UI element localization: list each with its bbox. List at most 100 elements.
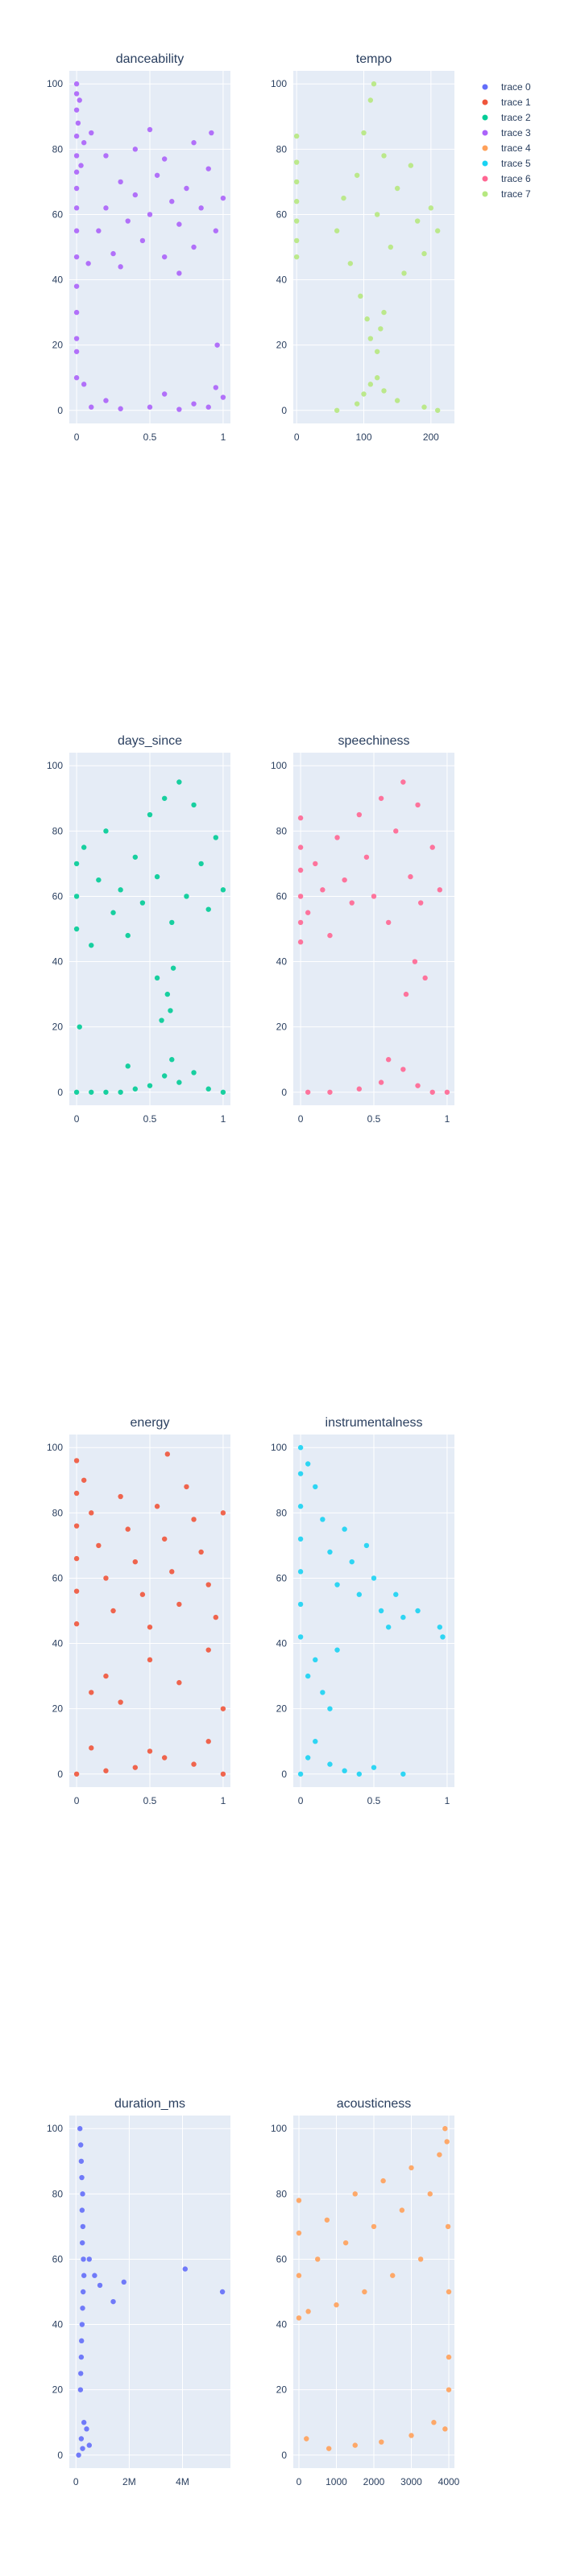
data-point: [293, 254, 300, 260]
data-point: [297, 844, 304, 850]
y-tick-label: 0: [57, 1087, 63, 1098]
data-point: [446, 2354, 452, 2360]
legend-label: trace 0: [501, 81, 531, 93]
subplot-title: danceability: [116, 52, 185, 66]
y-tick-label: 0: [281, 1087, 287, 1098]
data-point: [334, 407, 340, 413]
data-point: [73, 254, 80, 260]
data-point: [191, 1761, 197, 1767]
y-tick-label: 20: [52, 340, 64, 351]
data-point: [385, 1057, 392, 1063]
data-point: [385, 919, 392, 926]
x-tick-label: 0.5: [143, 1113, 157, 1125]
data-point: [305, 1673, 311, 1679]
data-point: [110, 910, 116, 915]
legend-item[interactable]: trace 1: [482, 97, 532, 108]
data-point: [89, 130, 94, 136]
legend-item[interactable]: trace 3: [482, 127, 532, 138]
data-point: [118, 1089, 123, 1095]
data-point: [334, 1582, 340, 1587]
data-point: [327, 1706, 333, 1711]
data-point: [363, 1542, 370, 1549]
data-point: [205, 906, 211, 912]
data-point: [220, 195, 226, 201]
data-point: [147, 126, 153, 133]
data-point: [293, 159, 300, 165]
data-point: [169, 1569, 175, 1575]
y-tick-label: 60: [52, 890, 64, 902]
y-tick-label: 100: [47, 78, 63, 89]
y-tick-label: 20: [276, 1022, 288, 1033]
legend-item[interactable]: trace 7: [482, 188, 532, 200]
data-point: [85, 261, 91, 266]
data-point: [132, 1765, 139, 1770]
data-point: [297, 1471, 304, 1476]
data-point: [408, 163, 414, 168]
data-point: [96, 228, 102, 233]
data-point: [81, 2273, 87, 2278]
data-point: [362, 2289, 367, 2295]
data-point: [327, 1089, 333, 1095]
x-tick-label: 0.5: [367, 1795, 381, 1806]
data-point: [169, 919, 175, 926]
data-point: [390, 2273, 396, 2278]
data-point: [356, 811, 363, 818]
data-point: [434, 228, 441, 233]
y-tick-label: 0: [57, 405, 63, 416]
y-tick-label: 0: [281, 2450, 287, 2461]
data-point: [219, 2289, 226, 2295]
x-tick-label: 4M: [176, 2476, 189, 2487]
legend-marker: [482, 114, 488, 121]
data-point: [80, 2306, 85, 2311]
data-point: [73, 133, 80, 139]
plot-background: [293, 71, 454, 423]
data-point: [374, 212, 380, 217]
data-point: [297, 1771, 304, 1777]
data-point: [374, 349, 380, 354]
x-tick-label: 1: [221, 1795, 226, 1806]
x-tick-label: 1000: [326, 2476, 347, 2487]
data-point: [297, 1504, 304, 1509]
data-point: [170, 965, 176, 971]
data-point: [184, 1484, 189, 1490]
data-point: [354, 401, 360, 407]
legend-item[interactable]: trace 0: [482, 81, 532, 93]
legend-label: trace 3: [501, 127, 531, 138]
data-point: [80, 2191, 85, 2197]
data-point: [81, 382, 87, 387]
legend-item[interactable]: trace 2: [482, 112, 532, 123]
data-point: [213, 385, 219, 390]
data-point: [394, 185, 400, 192]
data-point: [334, 2302, 339, 2308]
data-point: [320, 1517, 326, 1522]
data-point: [147, 212, 153, 217]
data-point: [176, 270, 182, 276]
data-point: [139, 900, 146, 906]
data-points: [297, 1445, 446, 1777]
legend-item[interactable]: trace 6: [482, 173, 532, 184]
data-point: [81, 140, 87, 146]
legend-item[interactable]: trace 4: [482, 142, 532, 154]
data-point: [427, 2191, 433, 2197]
data-point: [169, 1057, 175, 1063]
data-point: [400, 1771, 406, 1777]
data-point: [434, 407, 441, 413]
data-point: [73, 228, 80, 233]
subplot-duration-ms: 0 2M 4M 0 20 40 60 80 100 duration_ms: [47, 2097, 230, 2487]
data-point: [205, 166, 211, 171]
data-point: [293, 237, 300, 244]
y-tick-label: 40: [276, 956, 288, 968]
data-point: [161, 1536, 168, 1542]
y-tick-label: 60: [276, 208, 288, 220]
data-point: [80, 2223, 86, 2230]
y-tick-label: 80: [52, 2188, 64, 2199]
data-point: [327, 1761, 333, 1767]
data-point: [297, 1601, 304, 1608]
data-point: [121, 2279, 126, 2285]
data-point: [220, 887, 226, 893]
legend-item[interactable]: trace 5: [482, 158, 532, 169]
data-point: [73, 309, 80, 316]
data-point: [220, 1510, 226, 1516]
data-point: [214, 342, 220, 348]
x-tick-label: 0.5: [143, 431, 157, 443]
